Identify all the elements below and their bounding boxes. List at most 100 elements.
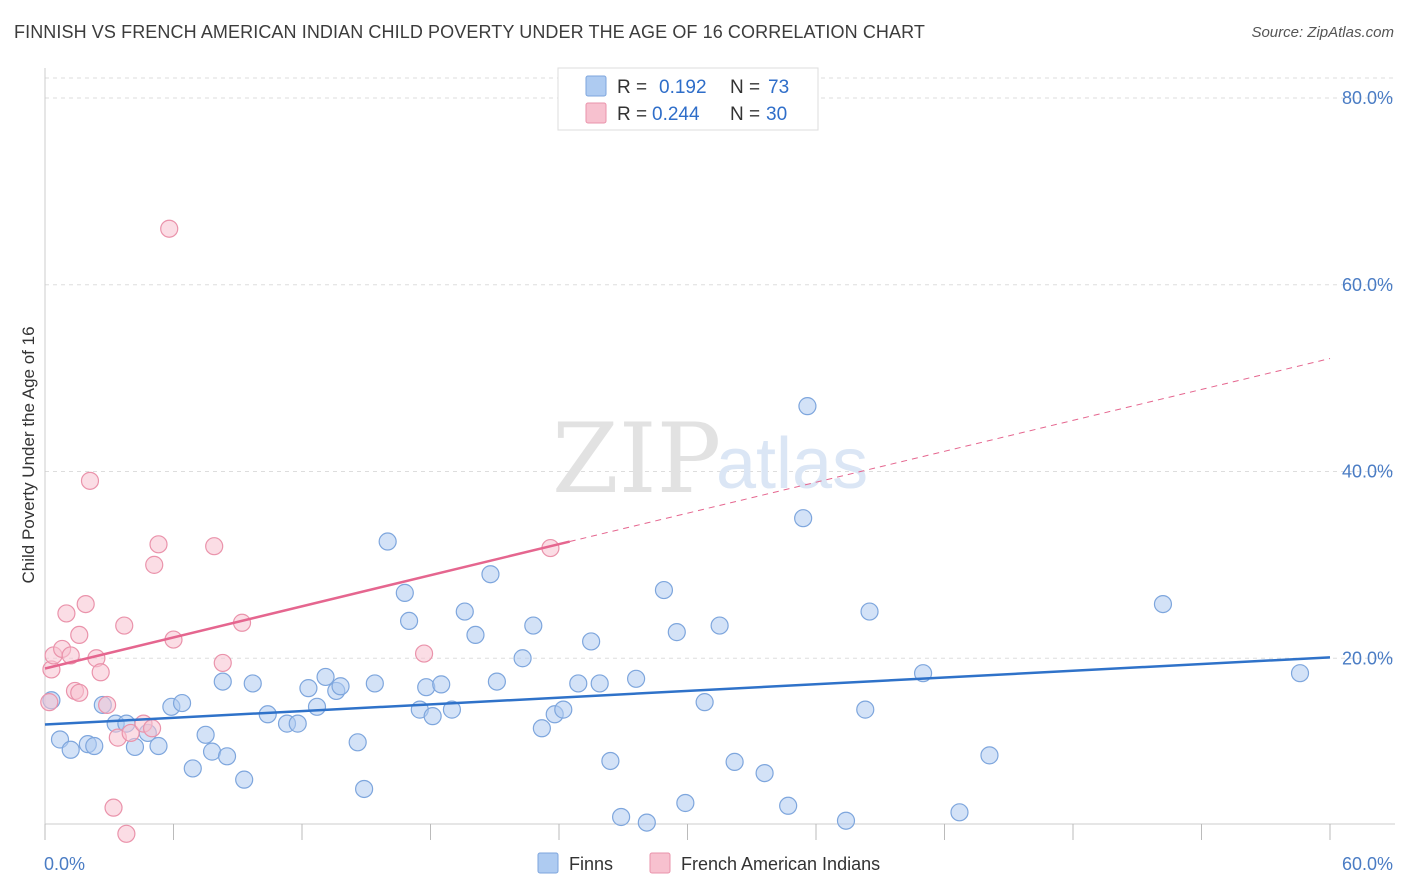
finns-point (860, 602, 879, 621)
finns-point (725, 752, 744, 771)
watermark: ZIP atlas (552, 403, 868, 515)
y-axis-label: Child Poverty Under the Age of 16 (19, 326, 38, 583)
finns-point (582, 632, 601, 651)
gridlines (45, 77, 1395, 659)
french-point (121, 723, 140, 743)
tick-labels: 20.0% 40.0% 60.0% 80.0% 0.0% 60.0% (44, 88, 1393, 874)
finns-point (172, 693, 192, 713)
legend-french-n-label: N = (730, 104, 760, 125)
y-tick-label: 80.0% (1342, 88, 1393, 108)
finns-point (667, 623, 686, 642)
finns-point (554, 700, 573, 719)
finns-point (710, 616, 729, 635)
bottom-legend-french-label: French American Indians (681, 854, 880, 874)
french-point (145, 555, 164, 574)
bottom-legend: Finns French American Indians (537, 852, 880, 874)
finns-point (61, 740, 80, 759)
finns-point (365, 674, 384, 693)
finns-point (149, 736, 168, 756)
finns-point (798, 397, 817, 416)
french-point (104, 798, 123, 817)
finns-point (779, 796, 798, 815)
french-point (205, 537, 224, 556)
finns-point (307, 697, 327, 716)
finns-point (513, 649, 532, 668)
french-point (117, 824, 136, 843)
legend-french-r-value: 0.244 (652, 104, 700, 125)
legend-french-r-label: R = (617, 104, 647, 125)
finns-point (836, 811, 856, 830)
watermark-zip: ZIP (552, 403, 721, 515)
finns-point (532, 719, 551, 738)
legend-finns-n-label: N = (730, 77, 760, 98)
finns-point (856, 700, 875, 719)
finns-point (950, 803, 969, 822)
finns-point (432, 675, 451, 694)
finns-point (654, 580, 674, 600)
legend-finns-r-label: R = (617, 77, 647, 98)
finns-trend-line (44, 656, 1331, 726)
finns-point (794, 509, 813, 528)
axes (44, 68, 1395, 840)
top-legend: R = 0.192 N = 73 R = 0.244 N = 30 (557, 67, 819, 131)
finns-point (980, 746, 999, 765)
french-point (142, 719, 162, 738)
finns-point (612, 807, 631, 827)
bottom-legend-finns-swatch (537, 852, 559, 874)
finns-point (423, 707, 442, 726)
french-trend-extension (569, 358, 1331, 543)
french-point (80, 471, 100, 490)
legend-french-swatch (585, 102, 607, 124)
french-point (213, 653, 232, 673)
finns-point (442, 700, 462, 719)
legend-finns-n-value: 73 (768, 77, 789, 98)
finns-point (590, 674, 609, 693)
finns-point (288, 714, 307, 733)
y-tick-label: 40.0% (1342, 462, 1393, 482)
bottom-legend-finns-label: Finns (569, 854, 613, 874)
finns-point (183, 759, 202, 778)
french-point (414, 644, 434, 663)
finns-point (524, 616, 543, 635)
french-points (40, 219, 560, 843)
finns-point (601, 751, 620, 771)
french-point (40, 693, 59, 712)
finns-point (243, 674, 262, 693)
finns-point (331, 677, 350, 696)
finns-point (217, 747, 237, 766)
french-point (115, 616, 134, 635)
finns-point (695, 693, 714, 712)
french-point (70, 683, 89, 702)
finns-point (378, 532, 397, 551)
finns-point (676, 793, 695, 813)
legend-finns-swatch (585, 75, 607, 97)
finns-point (316, 667, 335, 687)
finns-point (455, 602, 474, 621)
watermark-atlas: atlas (716, 424, 868, 504)
finns-point (466, 625, 485, 645)
french-trend-line (44, 540, 571, 670)
finns-point (481, 565, 500, 584)
french-point (98, 695, 117, 715)
x-tick-label: 60.0% (1342, 854, 1393, 874)
french-point (61, 646, 80, 665)
finns-point (569, 674, 588, 693)
finns-point (637, 813, 656, 832)
bottom-legend-french-swatch (649, 852, 671, 874)
finns-point (487, 672, 506, 691)
finns-point (355, 779, 374, 799)
french-point (91, 663, 110, 682)
finns-point (299, 679, 318, 698)
finns-point (196, 725, 215, 744)
finns-point (1153, 594, 1173, 614)
x-tick-label: 0.0% (44, 854, 85, 874)
finns-point (399, 611, 419, 631)
finns-point (626, 669, 646, 688)
french-point (57, 604, 76, 623)
finns-point (395, 583, 414, 602)
french-point (76, 594, 95, 614)
chart-title: FINNISH VS FRENCH AMERICAN INDIAN CHILD … (14, 22, 925, 42)
finns-point (417, 678, 436, 697)
finns-point (235, 770, 254, 789)
